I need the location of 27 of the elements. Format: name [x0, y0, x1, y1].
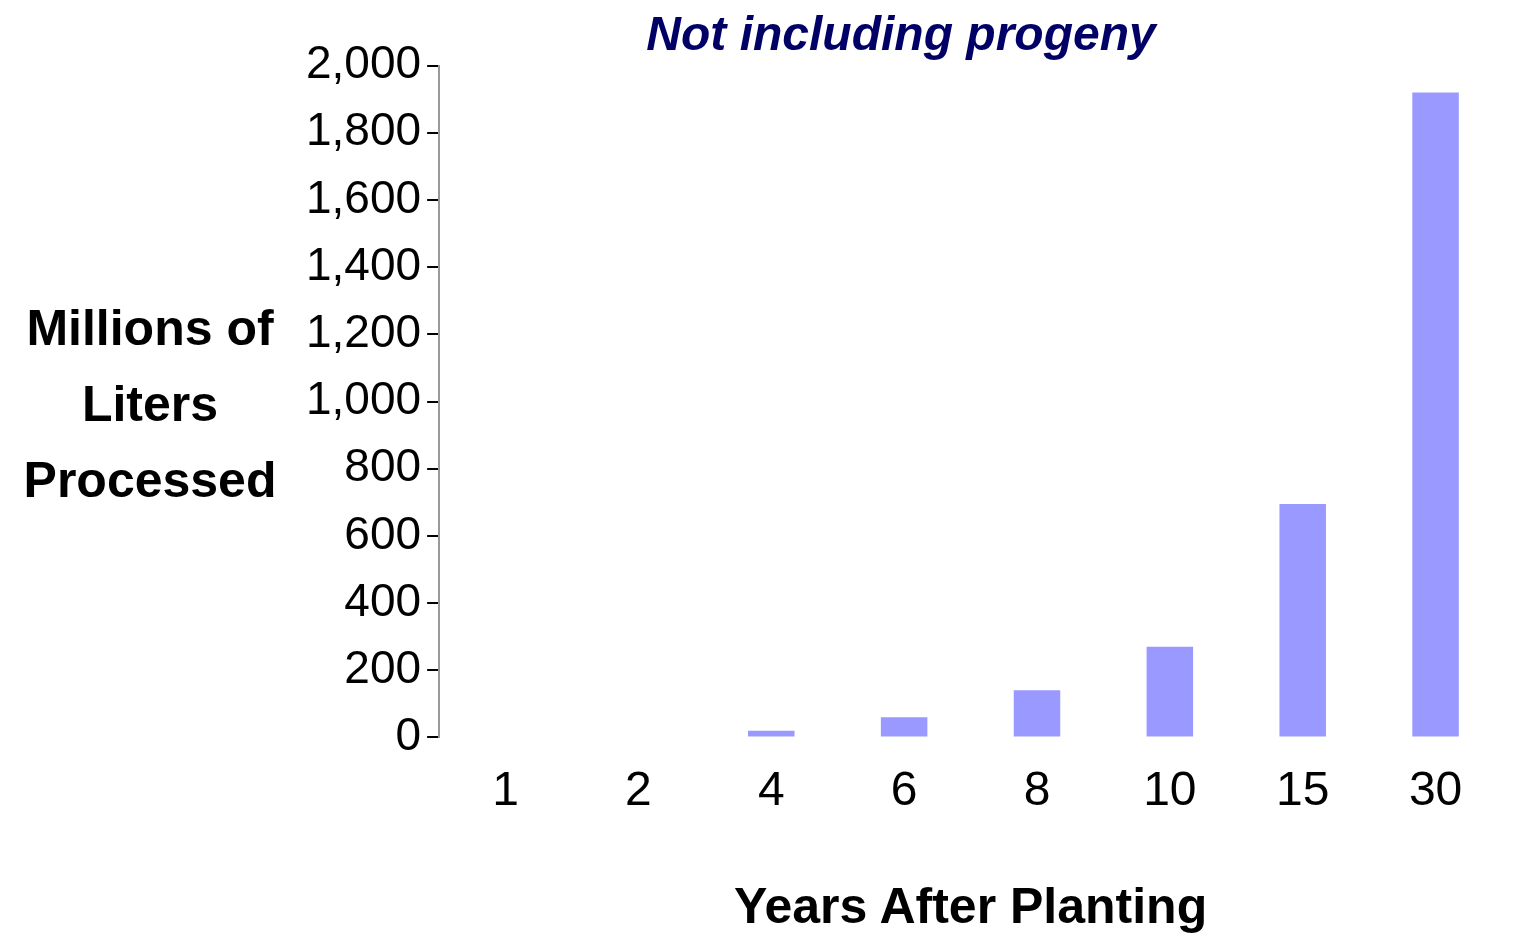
x-tick-label: 6: [890, 762, 918, 816]
y-tick-label: 0: [395, 708, 422, 761]
x-tick-label: 8: [1023, 762, 1051, 816]
y-tick-label: 1,800: [305, 103, 422, 156]
x-axis-title: Years After Planting: [733, 877, 1208, 934]
x-tick-label: 4: [757, 762, 785, 816]
x-tick-label: 10: [1143, 762, 1197, 816]
bar: [1279, 503, 1326, 737]
y-tick-label: 2,000: [305, 36, 422, 89]
y-tick-label: 200: [344, 640, 422, 693]
chart-title: Not including progeny: [646, 7, 1158, 61]
x-tick-label: 15: [1276, 762, 1330, 816]
y-tick-label: 1,000: [305, 372, 422, 425]
bar: [880, 717, 928, 737]
y-tick-label: 1,200: [305, 305, 422, 358]
y-tick-label: 600: [344, 506, 422, 559]
y-tick-label: 800: [344, 439, 422, 492]
y-axis-title: Millions of Liters Processed: [22, 299, 278, 510]
bar: [1013, 690, 1061, 737]
y-tick-label: 400: [344, 573, 422, 626]
y-tick-label: 1,600: [305, 170, 422, 223]
bar: [1146, 646, 1194, 737]
x-tick-label: 30: [1408, 762, 1463, 816]
x-tick-label: 1: [492, 762, 519, 816]
y-tick-label: 1,400: [305, 237, 422, 290]
bar: [1412, 92, 1459, 737]
x-tick-label: 2: [625, 762, 652, 816]
